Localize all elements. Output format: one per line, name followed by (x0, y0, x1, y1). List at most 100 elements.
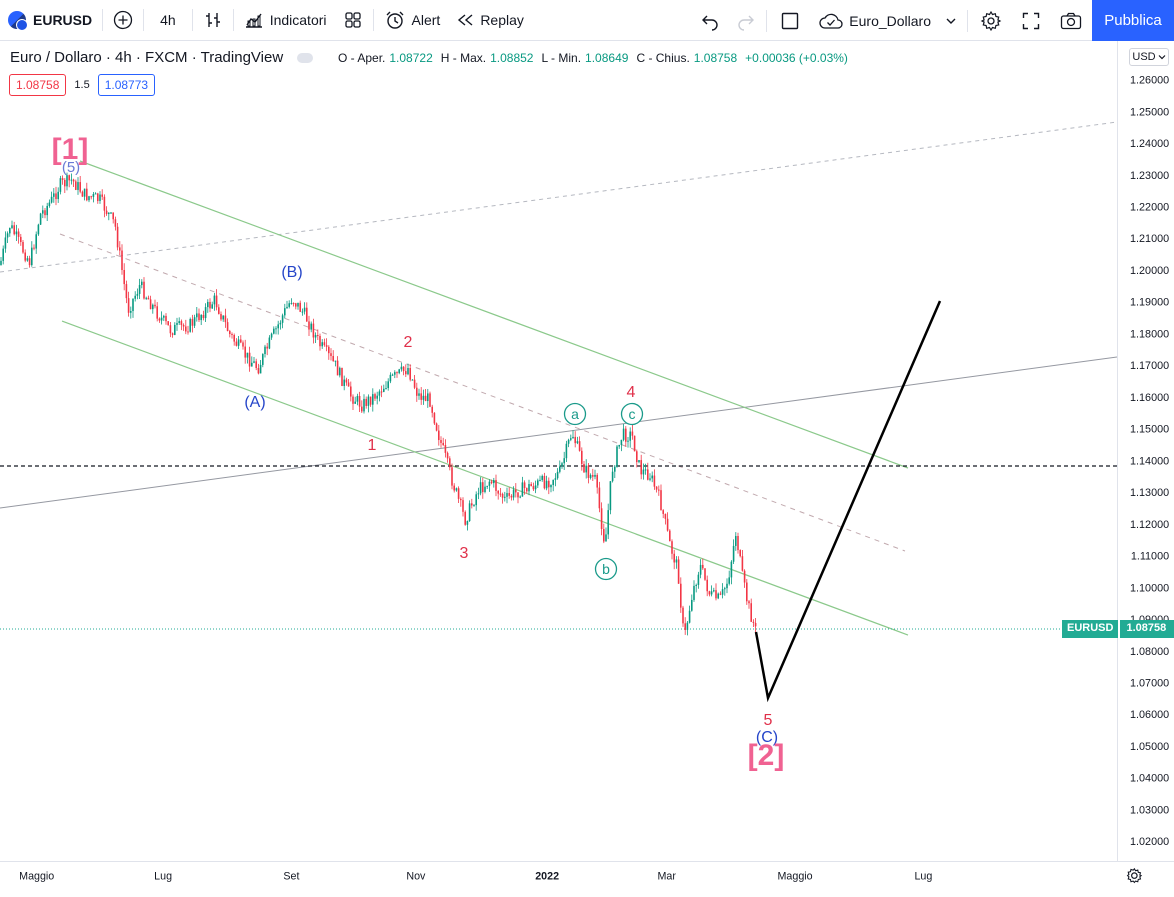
indicators-button[interactable]: Indicatori (236, 0, 335, 41)
dashed-trendline-middle[interactable] (59, 233, 906, 552)
candle-body (299, 302, 301, 312)
candlestick-series[interactable] (0, 172, 757, 636)
candle-body (592, 475, 594, 477)
candle-body (636, 451, 638, 463)
candle-body (409, 368, 411, 380)
price-tick-label: 1.24000 (1130, 138, 1169, 150)
time-axis[interactable]: Maggio Lug Set Nov 2022 Mar Maggio Lug (0, 861, 1174, 897)
candle-body (314, 334, 317, 338)
legend-title[interactable]: Euro / Dollaro · 4h · FXCM · TradingView (10, 49, 314, 66)
axis-settings-gear-icon[interactable] (1126, 867, 1143, 884)
candle-body (565, 443, 568, 459)
indicators-label: Indicatori (269, 12, 327, 28)
candle-body (213, 295, 216, 305)
wave-label-C[interactable]: (C) (756, 729, 778, 746)
candle-body (68, 175, 70, 181)
wave-label-2-big[interactable]: [2] (748, 739, 785, 772)
candle-body (312, 323, 315, 338)
candle-body (686, 622, 689, 630)
chart-type-button[interactable] (195, 0, 231, 41)
candle-body (196, 313, 198, 318)
candle-body (528, 484, 530, 492)
candle-body (281, 315, 284, 323)
replay-button[interactable]: Replay (448, 0, 532, 41)
dashed-trendline-upper[interactable] (0, 121, 1117, 273)
compare-symbol-button[interactable] (105, 0, 141, 41)
buy-price-button[interactable]: 1.08773 (97, 74, 156, 96)
chevron-down-icon (1158, 55, 1166, 60)
wave-label-1[interactable]: 1 (368, 437, 377, 454)
wave-label-A[interactable]: (A) (244, 394, 265, 411)
symbol-search-button[interactable]: EURUSD (0, 0, 100, 41)
candle-body (363, 398, 365, 412)
undo-button[interactable] (692, 0, 728, 41)
sell-price-button[interactable]: 1.08758 (9, 74, 67, 96)
channel-upper-line[interactable] (79, 160, 909, 469)
candle-body (699, 564, 702, 575)
candle-body (673, 553, 675, 563)
price-tick-label: 1.17000 (1130, 360, 1169, 372)
wave-label-c[interactable]: c (629, 406, 636, 422)
candle-body (664, 513, 667, 519)
candle-body (42, 210, 44, 214)
candle-body (534, 485, 537, 490)
candle-body (594, 474, 596, 477)
candle-body (37, 224, 40, 235)
candle-body (372, 394, 374, 405)
alert-button[interactable]: Alert (376, 0, 449, 41)
price-chart[interactable]: [1] (5) (B) (A) 2 1 3 4 a c b 5 (C) [2] (0, 41, 1117, 861)
candle-body (719, 593, 722, 595)
candle-body (44, 210, 46, 216)
grey-trendline[interactable] (0, 356, 1117, 509)
wave-label-b[interactable]: b (602, 561, 610, 577)
candle-body (246, 352, 249, 358)
layouts-grid-button[interactable] (335, 0, 371, 41)
candle-body (418, 393, 420, 396)
price-axis[interactable]: 1.26000 1.25000 1.24000 1.23000 1.22000 1.210… (1117, 41, 1174, 861)
wave-label-5-paren[interactable]: (5) (62, 159, 80, 176)
legend-toggle-icon[interactable] (297, 52, 314, 63)
candle-body (101, 194, 103, 197)
channel-lower-line[interactable] (61, 320, 909, 636)
candle-body (251, 362, 253, 367)
wave-label-5[interactable]: 5 (764, 712, 773, 729)
snapshot-button[interactable] (1050, 0, 1092, 41)
candle-body (380, 391, 383, 393)
candle-body (468, 503, 471, 522)
candle-body (605, 534, 607, 542)
wave-label-2[interactable]: 2 (404, 334, 413, 351)
candle-body (292, 303, 295, 305)
candle-body (402, 366, 405, 372)
candle-body (394, 372, 396, 375)
candle-body (226, 322, 229, 331)
wave-label-a[interactable]: a (571, 406, 579, 422)
currency-selector[interactable]: USD (1129, 48, 1169, 66)
price-tick-label: 1.18000 (1130, 328, 1169, 340)
candle-body (587, 465, 590, 478)
candle-body (693, 585, 695, 600)
publish-button[interactable]: Pubblica (1092, 0, 1174, 41)
candle-body (191, 319, 194, 326)
wave-label-1-big[interactable]: [1] (52, 133, 89, 166)
wave-label-3[interactable]: 3 (460, 545, 469, 562)
wave-label-4[interactable]: 4 (627, 384, 636, 401)
gear-icon (980, 10, 1002, 31)
wave-label-B[interactable]: (B) (281, 264, 302, 281)
candle-body (530, 484, 532, 487)
candle-body (618, 444, 620, 447)
layout-save-button[interactable]: Euro_Dollaro (811, 0, 965, 41)
fullscreen-toggle-button[interactable] (769, 0, 811, 41)
chevron-down-icon (946, 18, 956, 24)
candle-body (367, 396, 370, 406)
price-tick-label: 1.19000 (1130, 297, 1169, 309)
fullscreen-button[interactable] (1012, 0, 1050, 41)
wave-projection-path[interactable] (754, 300, 942, 703)
settings-button[interactable] (970, 0, 1012, 41)
candle-body (297, 302, 299, 307)
candle-body (277, 324, 279, 329)
candle-body (541, 475, 543, 480)
candle-body (134, 295, 136, 299)
interval-button[interactable]: 4h (146, 0, 190, 41)
redo-button[interactable] (728, 0, 764, 41)
candle-body (616, 446, 618, 467)
